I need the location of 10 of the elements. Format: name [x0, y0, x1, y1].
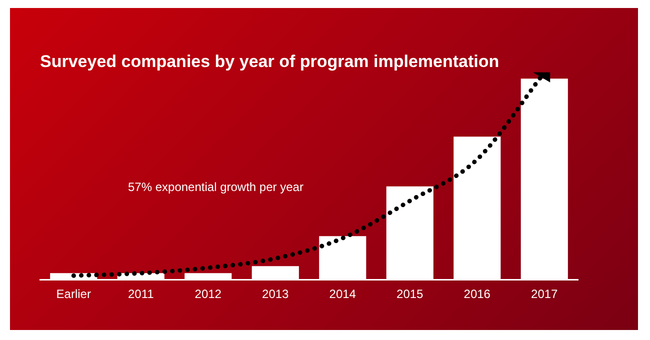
x-tick-label: 2014 — [329, 287, 356, 302]
x-tick-label: 2012 — [194, 287, 222, 302]
annotation: 57% exponential growth per year — [128, 180, 304, 194]
x-tick-label: 2013 — [262, 287, 290, 302]
x-tick-label: Earlier — [56, 287, 91, 302]
x-tick-label: 2016 — [464, 287, 491, 302]
chart-title: Surveyed companies by year of program implementation — [40, 52, 500, 71]
x-tick-label: 2017 — [531, 287, 558, 302]
x-tick-label: 2011 — [128, 287, 154, 302]
x-tick-label: 2015 — [396, 287, 424, 302]
